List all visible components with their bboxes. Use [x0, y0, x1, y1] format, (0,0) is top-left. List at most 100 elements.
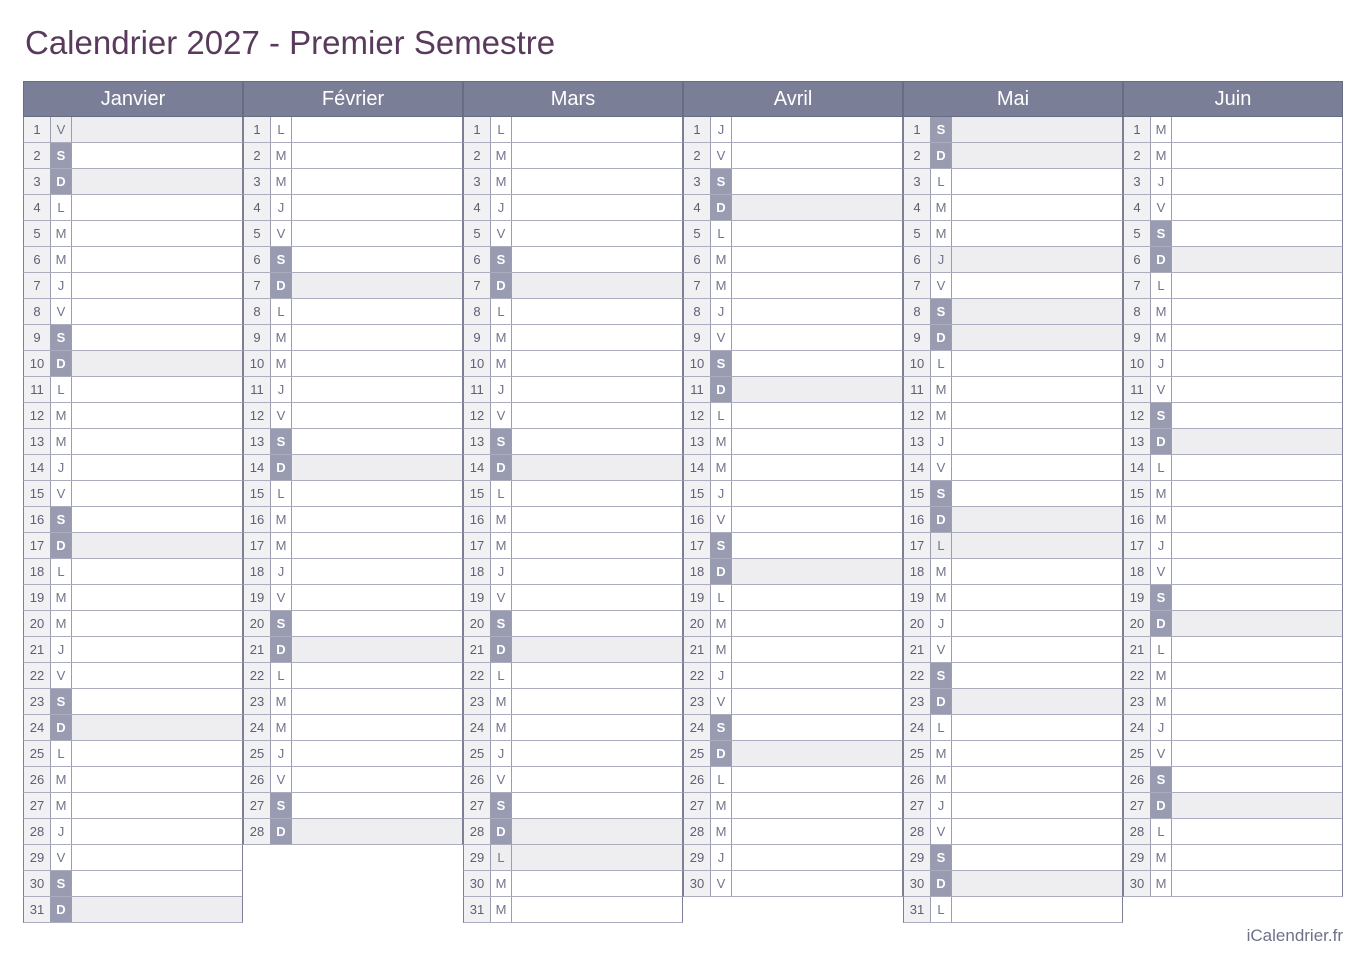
day-number: 15: [684, 481, 711, 506]
day-letter: V: [1151, 377, 1172, 402]
day-letter: V: [1151, 741, 1172, 766]
day-row: 17 M: [243, 533, 463, 559]
day-note-area: [952, 585, 1122, 610]
day-row: 29 M: [1123, 845, 1343, 871]
day-number: 7: [244, 273, 271, 298]
day-letter: L: [51, 741, 72, 766]
day-row: 11 V: [1123, 377, 1343, 403]
day-note-area: [292, 455, 462, 480]
day-row: 27 M: [23, 793, 243, 819]
day-number: 5: [244, 221, 271, 246]
day-number: 29: [684, 845, 711, 870]
day-number: 25: [684, 741, 711, 766]
day-letter: V: [711, 325, 732, 350]
month-column: Mai 1 S 2 D 3 L 4 M 5 M 6 J 7 V 8 S: [903, 81, 1123, 923]
day-row: 6 S: [463, 247, 683, 273]
day-letter: M: [491, 689, 512, 714]
day-letter: S: [51, 689, 72, 714]
month-name: Février: [321, 87, 385, 110]
day-note-area: [72, 325, 242, 350]
day-number: 13: [684, 429, 711, 454]
day-number: 27: [24, 793, 51, 818]
day-number: 25: [904, 741, 931, 766]
day-row: 5 M: [23, 221, 243, 247]
day-number: 16: [684, 507, 711, 532]
day-number: 8: [464, 299, 491, 324]
day-note-area: [732, 871, 902, 896]
day-letter: M: [271, 689, 292, 714]
day-number: 4: [1124, 195, 1151, 220]
day-number: 18: [684, 559, 711, 584]
day-letter: J: [271, 559, 292, 584]
day-row: 1 L: [463, 117, 683, 143]
day-note-area: [1172, 221, 1342, 246]
day-letter: S: [931, 845, 952, 870]
day-row: 14 D: [463, 455, 683, 481]
day-row: 4 M: [903, 195, 1123, 221]
day-letter: L: [711, 585, 732, 610]
day-number: 24: [1124, 715, 1151, 740]
day-note-area: [512, 637, 682, 662]
day-row: 30 V: [683, 871, 903, 897]
day-row: 17 J: [1123, 533, 1343, 559]
day-row: 3 L: [903, 169, 1123, 195]
day-note-area: [732, 533, 902, 558]
day-note-area: [732, 325, 902, 350]
day-row: 7 L: [1123, 273, 1343, 299]
day-number: 2: [684, 143, 711, 168]
day-row: 13 S: [243, 429, 463, 455]
day-note-area: [952, 299, 1122, 324]
day-letter: M: [271, 325, 292, 350]
day-note-area: [732, 429, 902, 454]
day-note-area: [1172, 377, 1342, 402]
day-letter: M: [931, 585, 952, 610]
day-letter: M: [931, 741, 952, 766]
day-note-area: [512, 429, 682, 454]
day-letter: J: [711, 663, 732, 688]
day-note-area: [952, 819, 1122, 844]
day-note-area: [72, 117, 242, 142]
day-letter: M: [51, 403, 72, 428]
day-row: 11 M: [903, 377, 1123, 403]
day-row: 30 S: [23, 871, 243, 897]
day-note-area: [1172, 871, 1342, 896]
day-note-area: [72, 715, 242, 740]
day-row: 6 J: [903, 247, 1123, 273]
day-letter: M: [491, 533, 512, 558]
day-note-area: [732, 689, 902, 714]
day-note-area: [952, 117, 1122, 142]
day-number: 22: [24, 663, 51, 688]
day-note-area: [72, 637, 242, 662]
day-row: 11 D: [683, 377, 903, 403]
day-row: 25 J: [463, 741, 683, 767]
day-number: 15: [24, 481, 51, 506]
day-number: 25: [1124, 741, 1151, 766]
day-note-area: [952, 533, 1122, 558]
day-note-area: [1172, 403, 1342, 428]
day-number: 6: [464, 247, 491, 272]
day-note-area: [292, 377, 462, 402]
day-row: 10 L: [903, 351, 1123, 377]
day-letter: D: [51, 169, 72, 194]
day-row: 10 J: [1123, 351, 1343, 377]
day-row: 25 L: [23, 741, 243, 767]
day-letter: V: [271, 403, 292, 428]
day-note-area: [292, 143, 462, 168]
day-number: 15: [904, 481, 931, 506]
day-row: 27 D: [1123, 793, 1343, 819]
day-note-area: [732, 299, 902, 324]
day-note-area: [732, 403, 902, 428]
day-letter: J: [271, 195, 292, 220]
day-note-area: [72, 351, 242, 376]
day-number: 16: [244, 507, 271, 532]
day-number: 24: [464, 715, 491, 740]
day-note-area: [512, 299, 682, 324]
day-note-area: [72, 195, 242, 220]
day-note-area: [952, 403, 1122, 428]
day-letter: M: [271, 533, 292, 558]
day-number: 3: [464, 169, 491, 194]
day-number: 7: [684, 273, 711, 298]
day-note-area: [292, 793, 462, 818]
day-row: 18 V: [1123, 559, 1343, 585]
day-number: 29: [904, 845, 931, 870]
